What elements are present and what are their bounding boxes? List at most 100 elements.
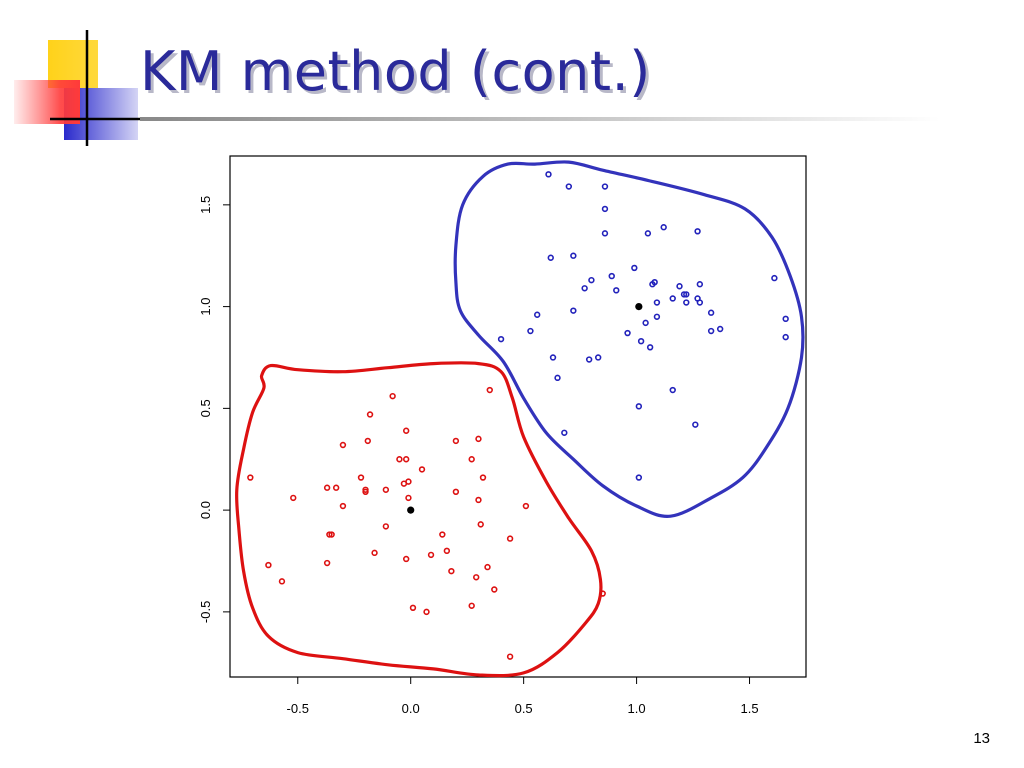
data-point-cluster-2: [653, 313, 661, 320]
data-point-cluster-2: [637, 337, 645, 345]
data-point-cluster-1: [443, 547, 451, 555]
x-tick-label: 0.0: [402, 701, 420, 716]
data-point-cluster-1: [328, 531, 335, 538]
data-point-cluster-1: [473, 574, 480, 581]
data-point-cluster-2: [554, 374, 561, 382]
data-point-cluster-1: [423, 608, 430, 616]
slide-number: 13: [973, 730, 990, 747]
y-tick-label: 0.5: [198, 399, 213, 417]
data-point-cluster-1: [439, 531, 446, 538]
data-point-cluster-2: [669, 386, 676, 394]
data-point-cluster-2: [635, 403, 643, 410]
data-point-cluster-1: [475, 496, 482, 504]
x-tick-label: 0.5: [515, 701, 533, 716]
data-point-cluster-1: [265, 561, 272, 569]
data-point-cluster-1: [452, 488, 460, 496]
data-point-cluster-1: [448, 567, 455, 575]
data-point-cluster-1: [366, 411, 374, 418]
data-point-cluster-1: [364, 437, 371, 445]
data-point-cluster-2: [653, 299, 661, 306]
data-point-cluster-2: [549, 354, 557, 361]
data-point-cluster-1: [418, 466, 426, 473]
data-point-cluster-1: [479, 474, 487, 481]
data-point-cluster-1: [357, 474, 365, 481]
data-point-cluster-2: [635, 474, 643, 481]
data-point-cluster-2: [782, 333, 789, 341]
data-point-cluster-2: [680, 291, 688, 298]
data-point-cluster-2: [644, 230, 652, 237]
data-point-cluster-1: [468, 456, 475, 463]
data-point-cluster-2: [707, 327, 715, 335]
data-point-cluster-2: [613, 287, 620, 294]
data-point-cluster-2: [527, 327, 534, 335]
data-point-cluster-1: [382, 486, 390, 493]
data-point-cluster-2: [660, 224, 667, 231]
data-point-cluster-1: [409, 604, 417, 612]
data-point-cluster-1: [389, 392, 396, 400]
data-point-cluster-2: [692, 421, 699, 428]
data-point-cluster-2: [547, 254, 554, 261]
data-point-cluster-1: [326, 531, 333, 538]
title-underline: [140, 117, 940, 121]
data-point-cluster-1: [402, 555, 410, 563]
data-point-cluster-1: [332, 484, 340, 491]
data-point-cluster-1: [402, 456, 410, 463]
cluster-outline-1: [235, 361, 603, 678]
cluster-center-1: [407, 506, 415, 514]
data-point-cluster-1: [323, 559, 331, 567]
data-point-cluster-1: [491, 586, 498, 593]
data-point-cluster-1: [477, 521, 484, 528]
slide-title: KM method (cont.): [140, 40, 651, 103]
data-point-cluster-2: [631, 264, 638, 272]
data-point-cluster-2: [601, 230, 609, 237]
plot-frame: [229, 155, 807, 678]
x-tick-label: 1.5: [740, 701, 758, 716]
data-point-cluster-1: [405, 478, 412, 485]
data-point-cluster-1: [396, 456, 403, 463]
data-point-cluster-2: [642, 319, 649, 327]
data-point-cluster-2: [651, 278, 658, 286]
data-point-cluster-2: [561, 429, 568, 436]
data-point-cluster-2: [716, 325, 724, 333]
data-point-cluster-2: [533, 311, 541, 318]
data-point-cluster-1: [362, 486, 369, 493]
x-tick-label: 1.0: [628, 701, 646, 716]
slide-logo-decoration: [14, 30, 140, 146]
data-point-cluster-1: [506, 535, 514, 542]
data-point-cluster-2: [696, 299, 704, 306]
y-tick-label: 0.0: [198, 501, 213, 519]
x-tick-label: -0.5: [287, 701, 309, 716]
y-tick-label: 1.5: [198, 196, 213, 214]
data-point-cluster-2: [646, 344, 654, 351]
data-point-cluster-2: [497, 335, 505, 343]
data-point-cluster-2: [570, 252, 577, 259]
data-point-cluster-2: [676, 283, 683, 290]
data-point-cluster-2: [608, 272, 615, 280]
data-point-cluster-1: [427, 551, 435, 559]
data-point-cluster-2: [683, 291, 690, 298]
data-point-cluster-1: [339, 502, 347, 510]
data-point-cluster-1: [278, 578, 286, 585]
data-point-cluster-2: [601, 183, 609, 190]
data-point-cluster-1: [405, 494, 412, 502]
data-point-cluster-1: [468, 602, 475, 609]
cluster-outline-2: [453, 160, 805, 518]
data-point-cluster-1: [484, 563, 491, 571]
data-point-cluster-2: [588, 276, 595, 284]
cluster-center-2: [635, 303, 643, 311]
data-point-cluster-1: [599, 590, 606, 597]
y-tick-label: 1.0: [198, 298, 213, 316]
data-point-cluster-1: [371, 549, 378, 557]
data-point-cluster-1: [475, 435, 482, 443]
data-point-cluster-2: [683, 299, 690, 306]
data-point-cluster-1: [402, 427, 410, 434]
data-point-cluster-1: [323, 484, 331, 491]
data-point-cluster-2: [570, 307, 577, 314]
data-point-cluster-2: [565, 183, 573, 190]
data-point-cluster-2: [594, 354, 602, 361]
data-point-cluster-2: [782, 315, 789, 323]
data-point-cluster-2: [581, 285, 588, 292]
data-point-cluster-2: [694, 228, 701, 235]
data-point-cluster-1: [452, 437, 460, 445]
